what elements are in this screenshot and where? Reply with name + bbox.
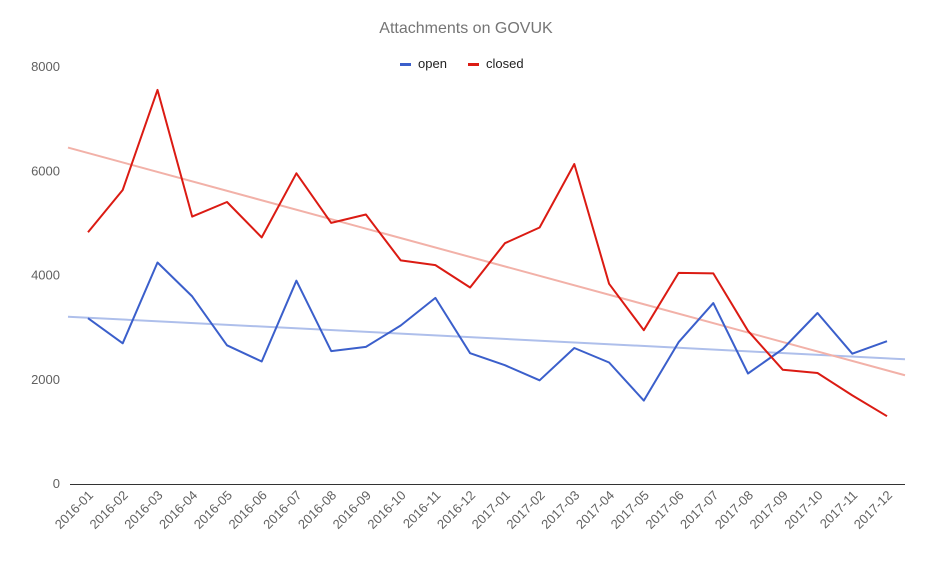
- series-line-open: [87, 261, 888, 402]
- y-tick-label: 0: [53, 476, 60, 491]
- legend-swatch-closed: [468, 63, 479, 66]
- x-axis: 2016-012016-022016-032016-042016-052016-…: [52, 488, 895, 532]
- series-line-closed: [87, 88, 888, 418]
- trendline-closed: [67, 146, 906, 377]
- x-tick-label: 2016-10: [364, 488, 408, 532]
- series-lines: [87, 88, 888, 418]
- x-tick-label: 2017-10: [781, 488, 825, 532]
- y-tick-label: 8000: [31, 59, 60, 74]
- x-tick-label: 2017-12: [851, 488, 895, 532]
- chart-title: Attachments on GOVUK: [379, 20, 553, 37]
- legend: open closed: [400, 56, 524, 71]
- y-axis: 0 2000 4000 6000 8000: [31, 59, 60, 491]
- y-tick-label: 4000: [31, 268, 60, 283]
- trendlines: [67, 146, 906, 377]
- legend-swatch-open: [400, 63, 411, 66]
- legend-label-open: open: [418, 56, 447, 71]
- trendline-open: [67, 315, 906, 361]
- y-tick-label: 6000: [31, 163, 60, 178]
- y-tick-label: 2000: [31, 372, 60, 387]
- legend-label-closed: closed: [486, 56, 524, 71]
